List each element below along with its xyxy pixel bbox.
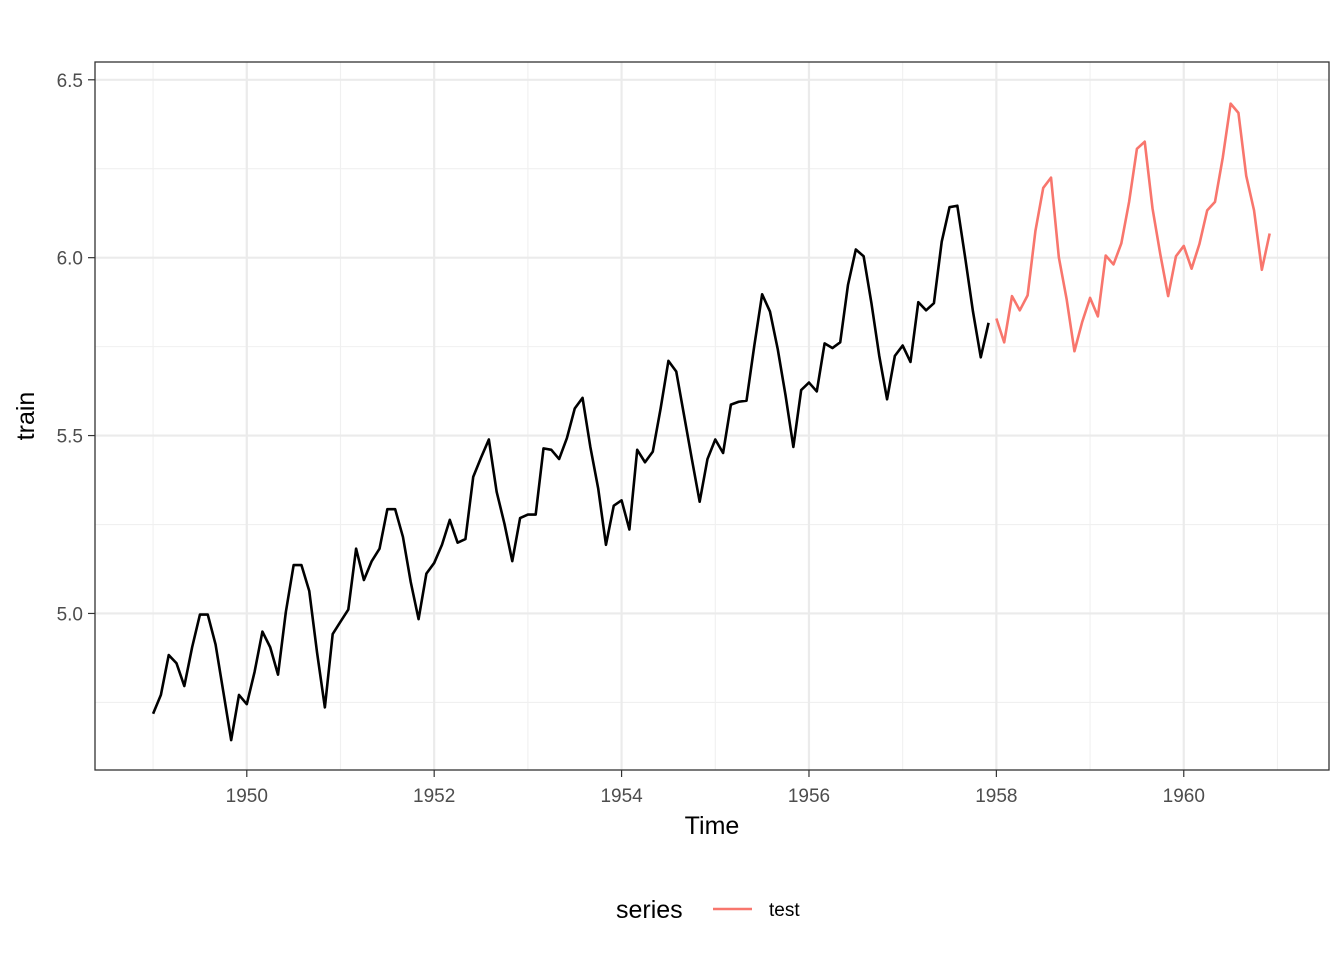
grid-minor bbox=[95, 62, 1329, 770]
x-tick-label: 1950 bbox=[226, 786, 268, 807]
y-tick-label: 6.5 bbox=[57, 71, 83, 92]
series-line-train bbox=[151, 204, 990, 742]
legend-label-test: test bbox=[769, 900, 800, 921]
y-axis-title: train bbox=[12, 392, 40, 441]
y-tick-label: 6.0 bbox=[57, 249, 83, 270]
x-tick-label: 1956 bbox=[788, 786, 830, 807]
plot-background bbox=[95, 62, 1329, 770]
legend: series test bbox=[616, 896, 800, 924]
y-axis: 5.0 5.5 6.0 6.5 bbox=[57, 71, 95, 625]
x-axis-title: Time bbox=[685, 812, 740, 840]
series-line-test bbox=[995, 102, 1271, 353]
y-tick-label: 5.5 bbox=[57, 427, 83, 448]
y-tick-label: 5.0 bbox=[57, 604, 83, 625]
x-axis: 1950 1952 1954 1956 1958 1960 bbox=[226, 770, 1205, 807]
x-tick-label: 1954 bbox=[600, 786, 643, 807]
x-tick-label: 1958 bbox=[975, 786, 1017, 807]
plot-border bbox=[94, 61, 1330, 771]
x-tick-label: 1960 bbox=[1163, 786, 1205, 807]
grid-major bbox=[95, 62, 1329, 770]
series-layer bbox=[151, 102, 1271, 742]
x-tick-label: 1952 bbox=[413, 786, 455, 807]
legend-title: series bbox=[616, 896, 683, 924]
